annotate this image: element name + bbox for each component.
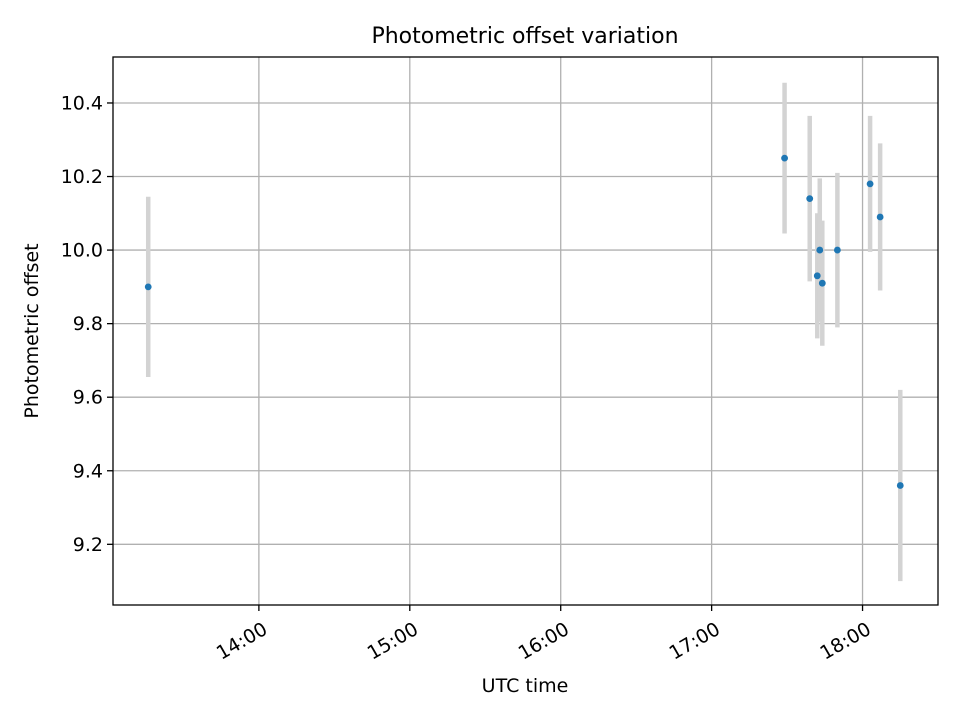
data-point	[818, 279, 826, 287]
data-point	[866, 180, 874, 188]
data-point	[813, 272, 821, 280]
y-tick-label: 9.4	[73, 460, 103, 482]
data-point	[876, 213, 884, 221]
y-tick-label: 9.8	[73, 313, 103, 335]
y-tick-label: 10.0	[61, 240, 103, 262]
data-point	[833, 246, 841, 254]
grid	[113, 57, 938, 605]
data-point	[781, 154, 788, 162]
data-point	[806, 195, 814, 202]
y-tick-label: 10.2	[61, 166, 103, 188]
data-point	[144, 283, 152, 291]
y-tick-label: 10.4	[61, 92, 103, 114]
data-point	[816, 246, 824, 254]
y-axis-label: Photometric offset	[21, 243, 43, 418]
data-markers	[144, 154, 904, 489]
axes-frame	[112, 56, 939, 606]
x-axis-label: UTC time	[482, 675, 569, 697]
y-tick-label: 9.6	[73, 387, 103, 409]
data-point	[896, 482, 904, 489]
y-tick-label: 9.2	[73, 534, 103, 556]
chart-title: Photometric offset variation	[371, 24, 678, 49]
